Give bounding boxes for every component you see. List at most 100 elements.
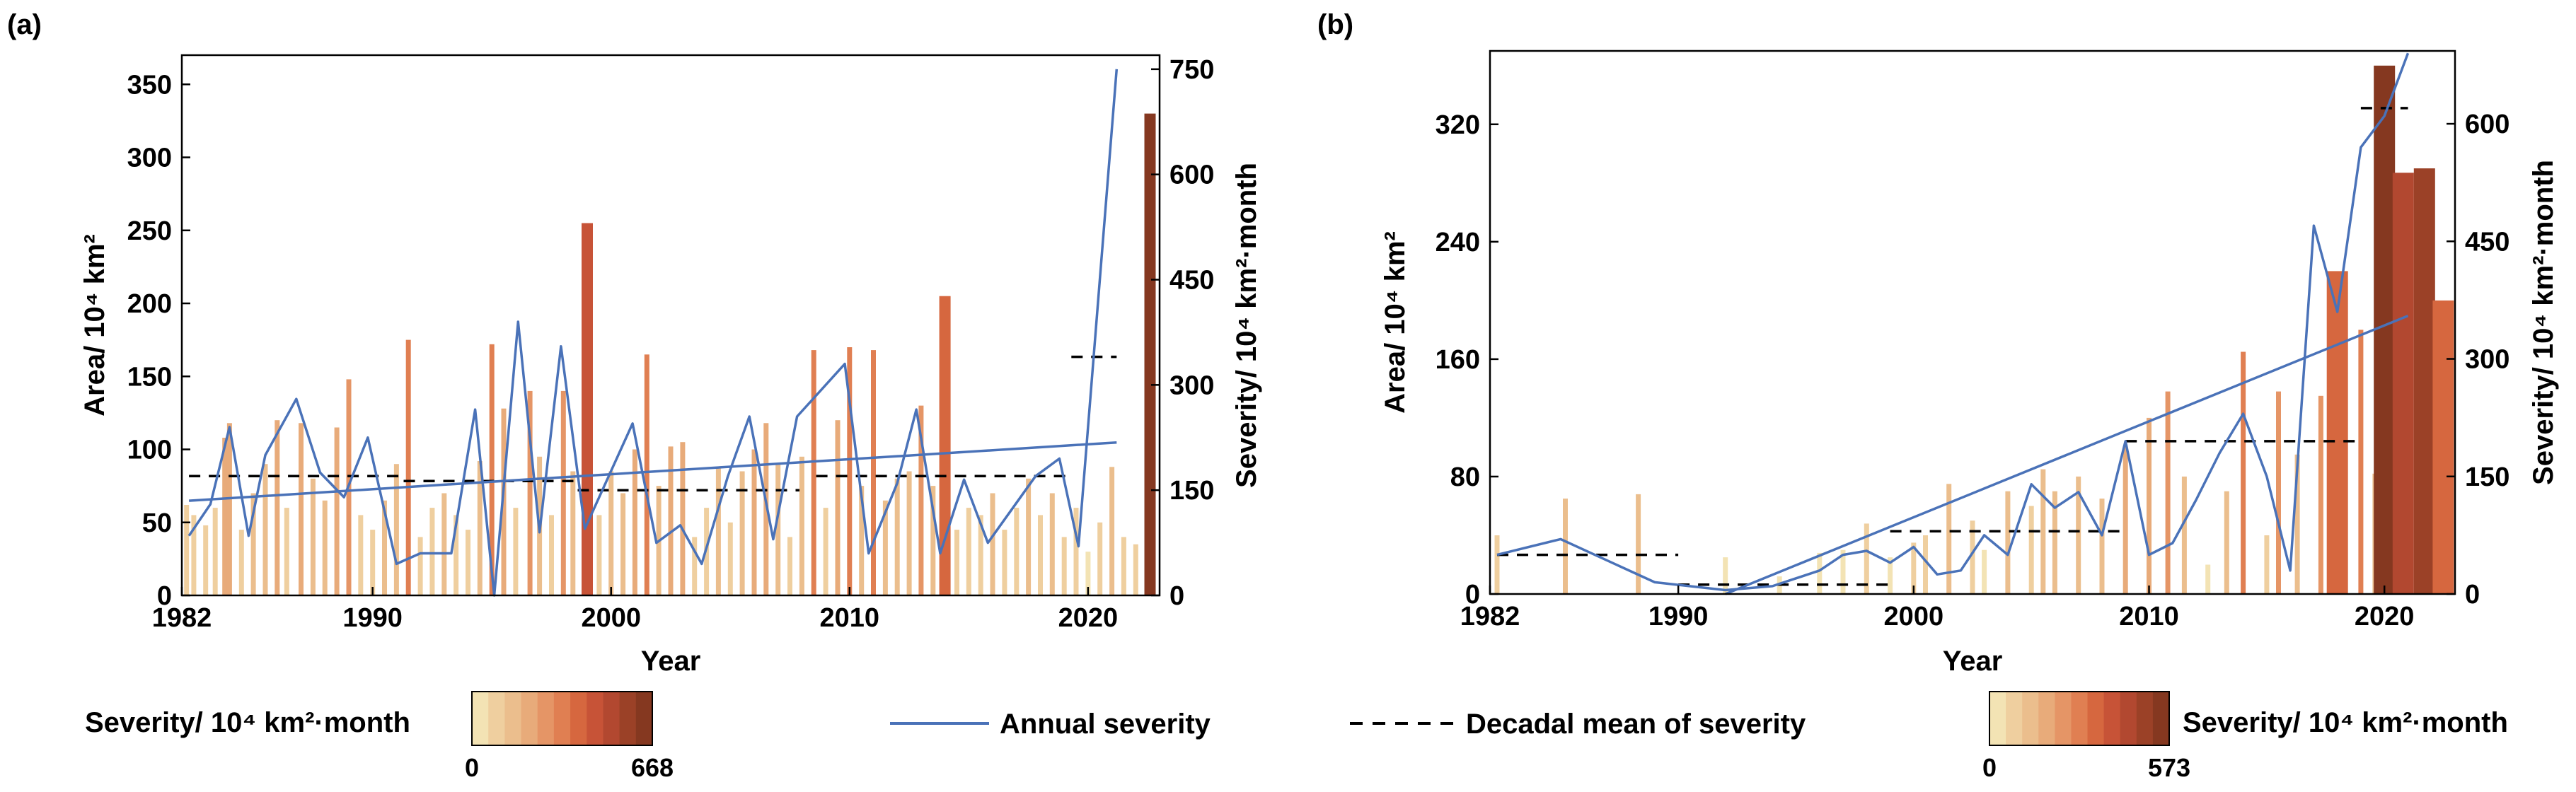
bar-a-77: [1085, 552, 1091, 595]
bar-a-74: [1049, 493, 1055, 595]
bar-a-14: [334, 427, 340, 595]
bar-b-30: [2318, 395, 2323, 594]
bar-a-65: [939, 296, 951, 595]
ytick-right-label-b-4: 600: [2465, 110, 2509, 139]
bar-b-14: [2005, 491, 2011, 594]
bar-a-11: [299, 423, 304, 595]
bar-a-3: [212, 508, 218, 595]
panel-b-xlabel: Year: [1943, 646, 2003, 677]
bar-b-16: [2040, 469, 2046, 594]
bar-a-76: [1073, 508, 1079, 595]
bar-a-67: [966, 508, 971, 595]
panel-a-label: (a): [7, 9, 42, 40]
bar-a-50: [763, 423, 769, 595]
legend: Severity/ 10⁴ km²·month 0 668 Annual sev…: [85, 691, 2508, 782]
bar-a-48: [739, 471, 745, 595]
cbar-a-swatch-6: [570, 692, 587, 745]
xtick-label-a-0: 1982: [152, 603, 212, 633]
bar-a-17: [370, 530, 376, 595]
ytick-right-label-a-2: 300: [1169, 371, 1214, 400]
bar-a-47: [727, 522, 733, 595]
cbar-b-swatch-3: [2038, 692, 2055, 745]
panel-a-ylabel: Area/ 10⁴ km²: [79, 234, 110, 417]
bar-b-24: [2205, 564, 2211, 594]
bar-a-34: [570, 471, 576, 595]
bar-a-22: [429, 508, 435, 595]
cbar-a-swatch-4: [537, 692, 555, 745]
bar-a-55: [823, 508, 828, 595]
bar-a-68: [978, 515, 983, 595]
panel-b-frame: [1489, 50, 2456, 595]
panel-b: (b) 0 80 160 240 320 0 150 300 450 600 1982 1990 200…: [1317, 9, 2559, 677]
bar-b-22: [2165, 391, 2171, 594]
trend-line-a: [188, 441, 1117, 502]
bar-a-54: [811, 350, 816, 595]
annual-severity-line-b: [1496, 52, 2410, 592]
bar-a-27: [489, 344, 495, 595]
panel-b-bars: [1494, 65, 2454, 595]
bar-a-20: [405, 339, 411, 595]
bar-b-34: [2374, 65, 2396, 595]
bar-a-35: [582, 223, 593, 595]
bar-b-21: [2147, 417, 2152, 594]
bar-b-8: [1888, 557, 1893, 594]
bar-b-36: [2413, 168, 2435, 595]
bar-b-11: [1946, 484, 1952, 594]
panel-a-ylabel-right: Severity/ 10⁴ km²·month: [1231, 163, 1262, 488]
cbar-b-swatch-7: [2103, 692, 2121, 745]
bar-a-73: [1038, 515, 1043, 595]
bar-a-49: [751, 449, 757, 595]
bar-b-37: [2432, 300, 2454, 594]
trend-line-b: [1725, 314, 2409, 595]
ytick-label-a-5: 250: [127, 216, 172, 246]
bar-b-25: [2224, 491, 2229, 594]
bar-a-24: [454, 515, 459, 595]
panel-a-bars: [184, 113, 1156, 596]
cbar-a-swatch-9: [619, 692, 637, 745]
ytick-label-a-0: 0: [157, 581, 172, 611]
xtick-label-a-1: 1990: [342, 603, 403, 633]
bar-a-8: [262, 464, 268, 595]
bar-b-19: [2099, 499, 2105, 594]
ytick-label-b-3: 240: [1436, 228, 1480, 257]
bar-a-4: [222, 438, 228, 595]
cbar-a-swatch-3: [521, 692, 538, 745]
bar-a-16: [358, 515, 364, 595]
ytick-label-b-0: 0: [1465, 580, 1480, 610]
bar-b-31: [2326, 271, 2348, 594]
bar-a-13: [322, 500, 328, 595]
bar-b-12: [1970, 520, 1975, 594]
ytick-label-b-2: 160: [1436, 345, 1480, 375]
cbar-b-swatch-0: [1989, 692, 2006, 745]
ytick-label-b-1: 80: [1450, 462, 1480, 492]
colorbar-a-max: 668: [631, 753, 674, 782]
bar-a-23: [441, 493, 447, 595]
bar-a-26: [477, 461, 483, 595]
bar-a-64: [930, 486, 936, 595]
bar-a-66: [954, 530, 959, 595]
colorbar-b-label: Severity/ 10⁴ km²·month: [2183, 707, 2508, 738]
ytick-right-label-a-3: 450: [1169, 266, 1214, 296]
bar-b-29: [2294, 454, 2300, 594]
bar-a-25: [466, 530, 470, 595]
ytick-label-b-4: 320: [1436, 110, 1480, 140]
bar-a-7: [250, 493, 256, 595]
bar-a-36: [596, 515, 602, 595]
ytick-right-label-b-2: 300: [2465, 345, 2509, 375]
bar-a-53: [799, 456, 804, 595]
cbar-a-swatch-2: [504, 692, 522, 745]
bar-b-0: [1494, 535, 1500, 594]
ytick-right-label-a-5: 750: [1169, 55, 1214, 85]
ytick-label-a-7: 350: [127, 70, 172, 100]
bar-a-10: [284, 508, 289, 595]
colorbar-b-min: 0: [1982, 753, 1997, 782]
panel-b-lines: [1496, 52, 2410, 595]
cbar-b-swatch-6: [2087, 692, 2105, 745]
ytick-label-a-3: 150: [127, 362, 172, 392]
bar-b-1: [1563, 499, 1568, 594]
bar-a-82: [1144, 113, 1156, 596]
bar-a-42: [668, 446, 674, 595]
bar-a-71: [1014, 508, 1020, 595]
bar-b-18: [2076, 476, 2081, 594]
